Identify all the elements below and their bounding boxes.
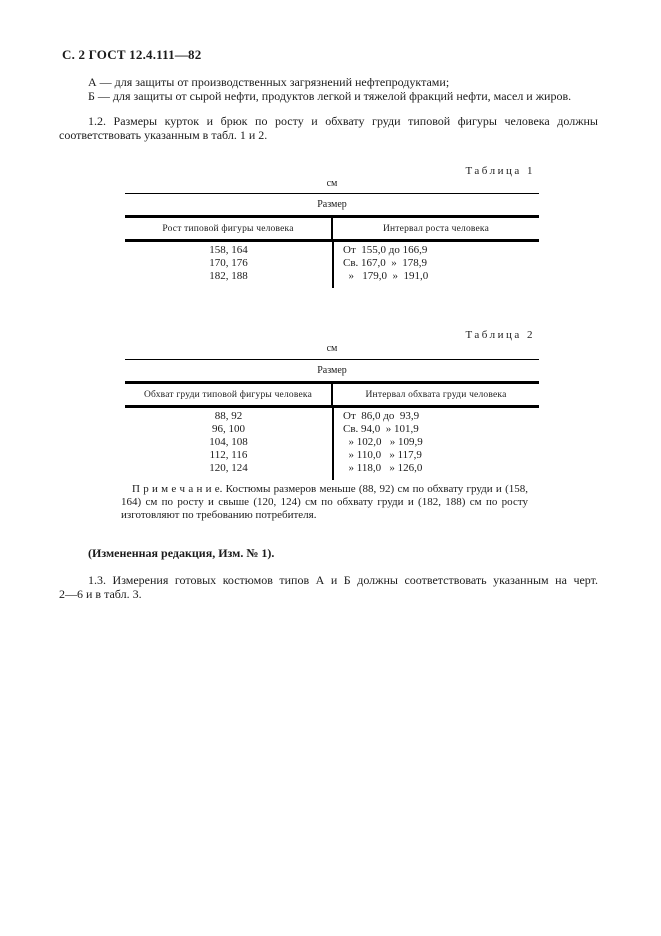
- paragraph-1-3: 1.3. Измерения готовых костюмов типов А …: [59, 573, 598, 601]
- table1-body: 158, 164 170, 176 182, 188 От 155,0 до 1…: [125, 242, 539, 288]
- table-cell: » 102,0 » 109,9: [343, 436, 423, 448]
- table2-unit: см: [326, 343, 338, 354]
- note-line3: изготовляют по требованию потребителя.: [121, 509, 317, 521]
- intro-line-b: Б — для защиты от сырой нефти, продуктов…: [88, 89, 572, 103]
- table2-col2-header: Интервал обхвата груди человека: [331, 384, 539, 405]
- table-cell: » 179,0 » 191,0: [343, 270, 429, 282]
- table-cell: От 155,0 до 166,9: [343, 244, 428, 256]
- table1-unit: см: [326, 178, 338, 189]
- table1-size-column: 158, 164 170, 176 182, 188: [125, 242, 332, 288]
- table-cell: 182, 188: [209, 270, 248, 282]
- table-cell: От 86,0 до 93,9: [343, 410, 420, 422]
- table-cell: Св. 167,0 » 178,9: [343, 257, 428, 269]
- table-cell: 170, 176: [209, 257, 248, 269]
- table-cell: 104, 108: [209, 436, 248, 448]
- table-cell: 112, 116: [209, 449, 248, 461]
- note-line1: П р и м е ч а н и е. Костюмы размеров ме…: [132, 483, 528, 495]
- table-note: П р и м е ч а н и е. Костюмы размеров ме…: [121, 483, 528, 522]
- table-cell: 96, 100: [212, 423, 245, 435]
- table2-column-headers: Обхват груди типовой фигуры человека Инт…: [125, 384, 539, 408]
- table1: Размер Рост типовой фигуры человека Инте…: [125, 193, 539, 288]
- table1-column-headers: Рост типовой фигуры человека Интервал ро…: [125, 218, 539, 242]
- amendment-note: (Измененная редакция, Изм. № 1).: [88, 546, 275, 560]
- table2-caption: Таблица 2: [465, 329, 535, 341]
- table2: Размер Обхват груди типовой фигуры челов…: [125, 359, 539, 480]
- table-cell: 158, 164: [209, 244, 248, 256]
- table2-size-column: 88, 92 96, 100 104, 108 112, 116 120, 12…: [125, 408, 332, 480]
- intro-paragraph: А — для защиты от производственных загря…: [88, 75, 608, 103]
- paragraph-1-2-line2: соответствовать указанным в табл. 1 и 2.: [59, 128, 268, 142]
- paragraph-1-3-line2: 2—6 и в табл. 3.: [59, 587, 142, 601]
- table1-col1-header: Рост типовой фигуры человека: [162, 223, 294, 234]
- table1-interval-column: От 155,0 до 166,9 Св. 167,0 » 178,9 » 17…: [332, 242, 539, 288]
- table2-interval-column: От 86,0 до 93,9 Св. 94,0 » 101,9 » 102,0…: [332, 408, 539, 480]
- paragraph-1-3-line1: 1.3. Измерения готовых костюмов типов А …: [88, 573, 598, 587]
- paragraph-1-2-line1: 1.2. Размеры курток и брюк по росту и об…: [88, 114, 598, 128]
- table-cell: Св. 94,0 » 101,9: [343, 423, 419, 435]
- intro-line-a: А — для защиты от производственных загря…: [88, 75, 450, 89]
- table-cell: 120, 124: [209, 462, 248, 474]
- table1-caption: Таблица 1: [465, 165, 535, 177]
- table2-col1-header: Обхват груди типовой фигуры человека: [143, 389, 313, 400]
- paragraph-1-2: 1.2. Размеры курток и брюк по росту и об…: [59, 114, 598, 142]
- table-cell: » 110,0 » 117,9: [343, 449, 422, 461]
- table1-col2-header: Интервал роста человека: [331, 218, 539, 239]
- table1-group-header: Размер: [125, 194, 539, 218]
- table2-group-header: Размер: [125, 360, 539, 384]
- page-header: С. 2 ГОСТ 12.4.111—82: [62, 47, 202, 62]
- table2-body: 88, 92 96, 100 104, 108 112, 116 120, 12…: [125, 408, 539, 480]
- table-cell: » 118,0 » 126,0: [343, 462, 423, 474]
- note-line2: 164) см по росту и свыше (120, 124) см п…: [121, 496, 528, 508]
- table-cell: 88, 92: [214, 410, 243, 422]
